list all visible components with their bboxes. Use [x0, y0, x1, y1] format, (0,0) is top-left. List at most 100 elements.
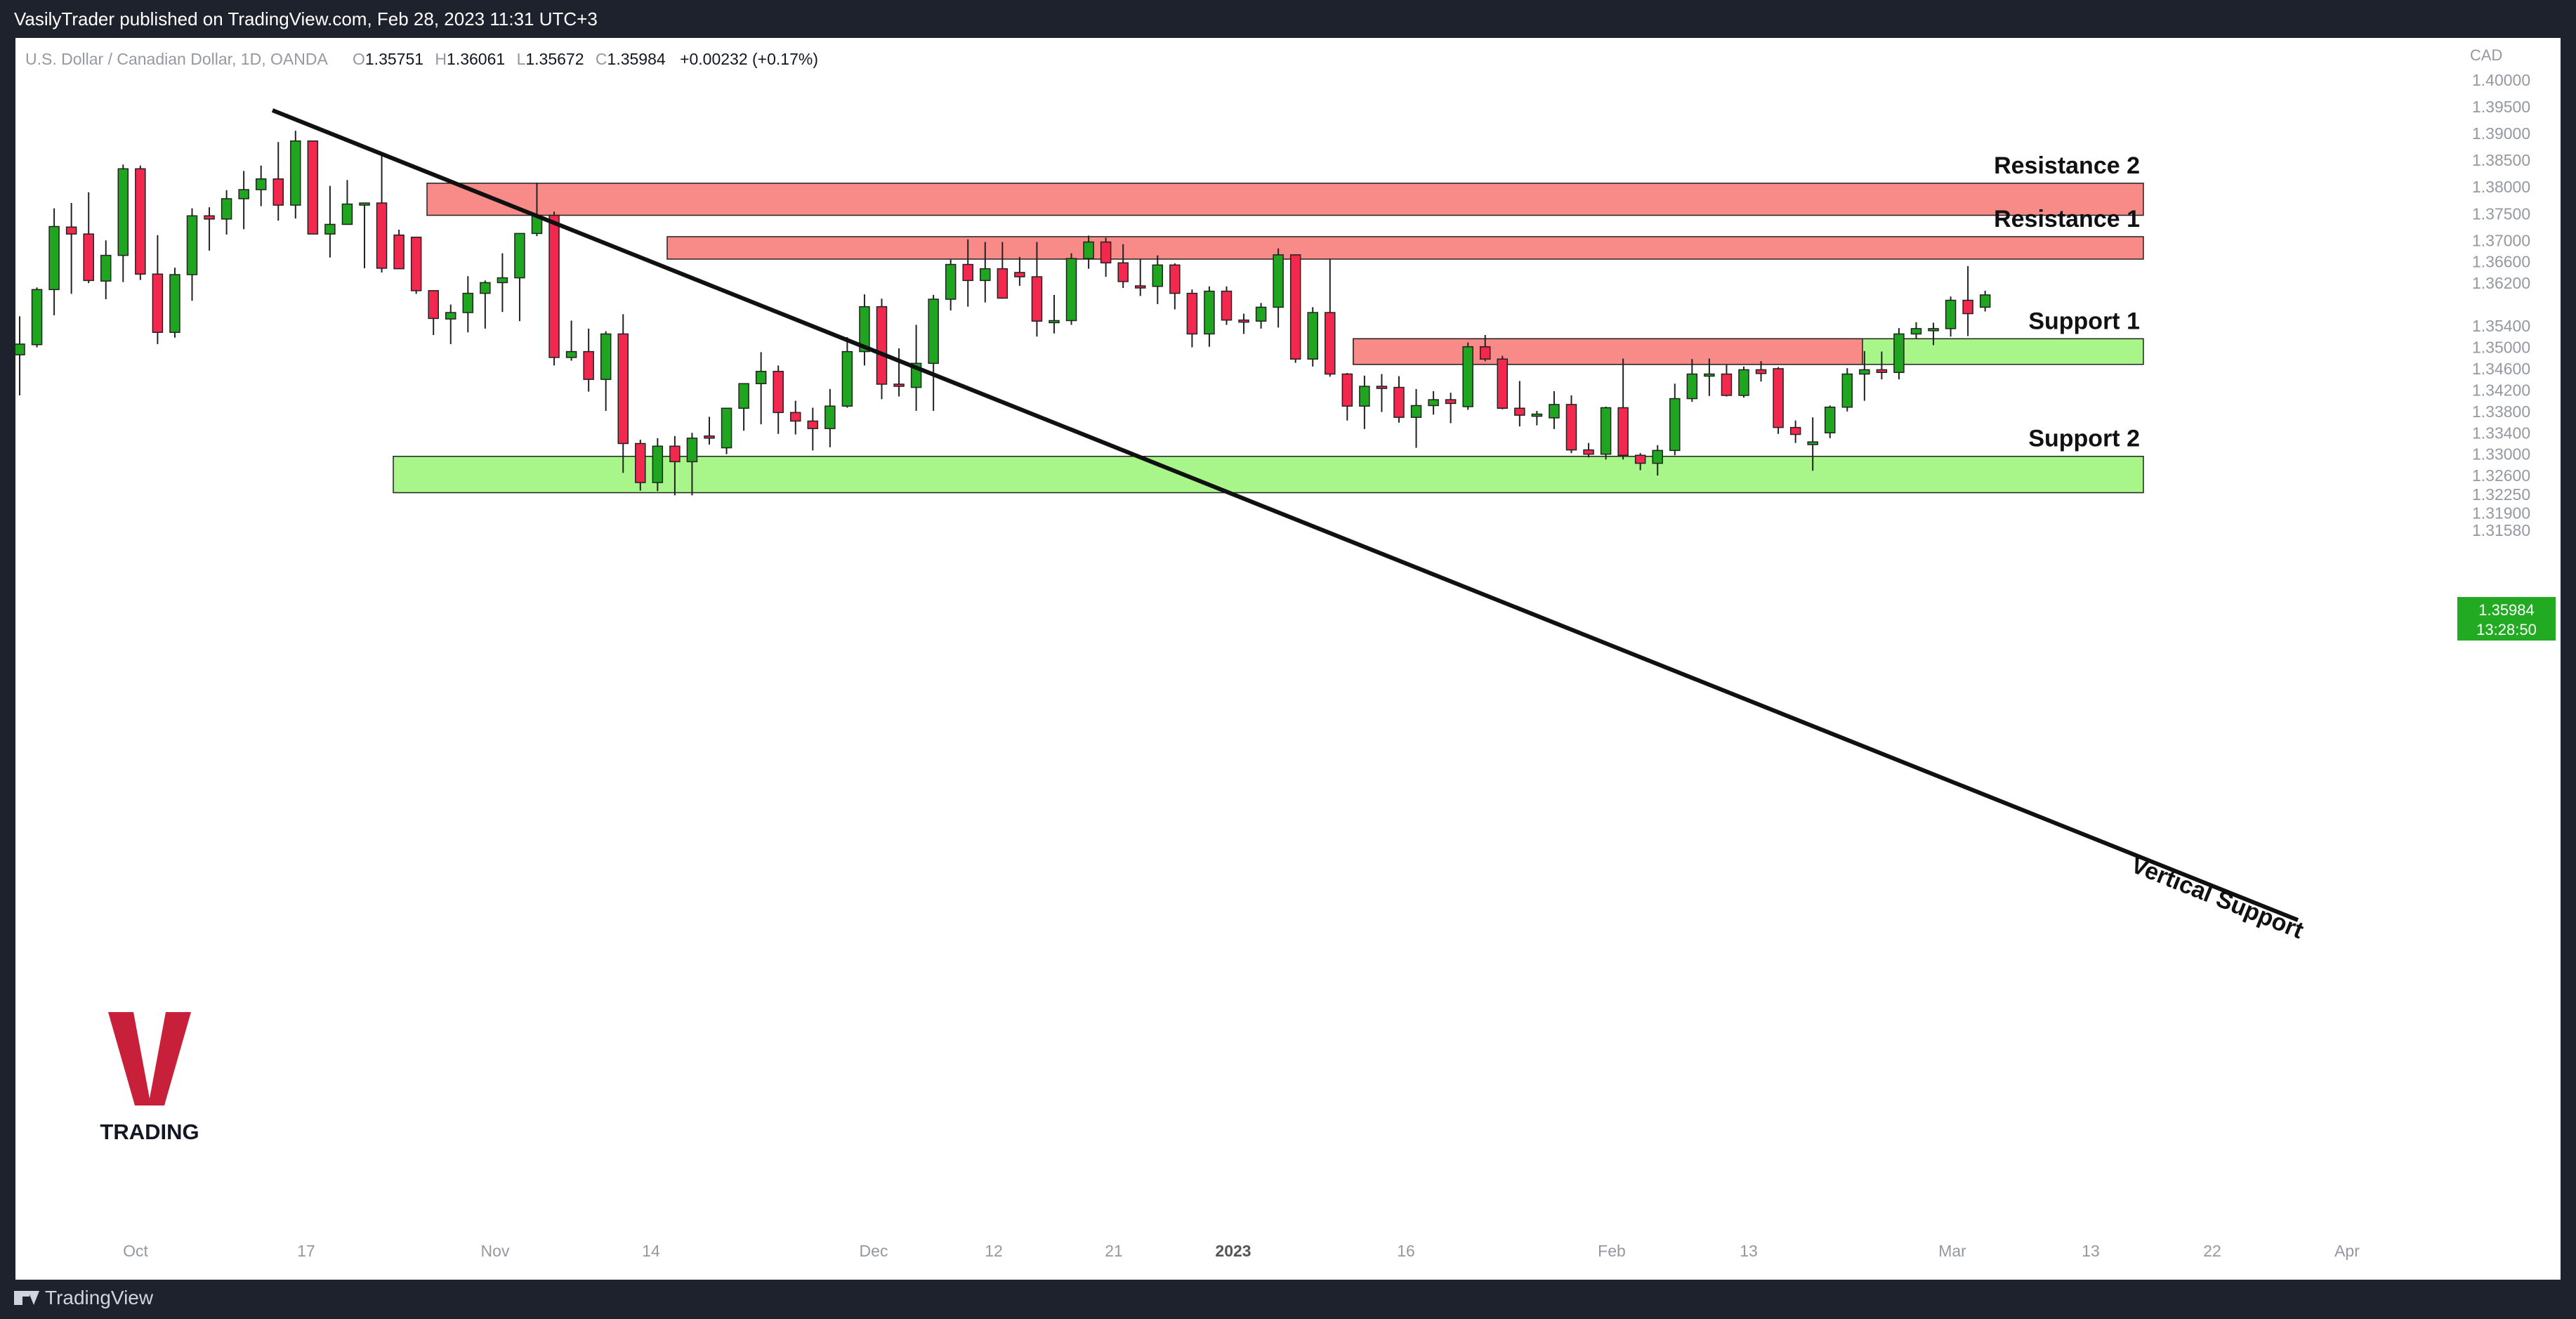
candle: [238, 171, 249, 230]
candle: [565, 320, 577, 361]
candle-body: [359, 202, 370, 206]
candle-body: [1428, 399, 1439, 407]
candle: [480, 280, 491, 329]
y-tick-label: 1.33000: [2472, 445, 2530, 464]
y-tick-label: 1.37500: [2472, 204, 2530, 223]
candle-body: [1979, 294, 1991, 308]
candle-body: [997, 268, 1008, 299]
candle: [83, 192, 94, 284]
candle-body: [290, 140, 301, 206]
footer-bar: TradingView: [0, 1280, 2576, 1319]
candle-body: [600, 333, 612, 380]
candle: [204, 207, 215, 251]
y-tick-label: 1.33800: [2472, 402, 2530, 421]
y-tick-label: 1.39000: [2472, 124, 2530, 143]
candle: [1307, 307, 1318, 367]
candle: [290, 131, 301, 219]
legend-o-label: O: [353, 50, 365, 68]
candle-body: [773, 370, 784, 414]
tradingview-brand[interactable]: TradingView: [14, 1287, 153, 1309]
candle-body: [48, 225, 60, 291]
candle: [1221, 286, 1233, 325]
candle: [462, 276, 474, 333]
candle-body: [1859, 369, 1870, 375]
candle: [962, 239, 973, 307]
trendline-label: Vertical Support: [2127, 851, 2307, 944]
candles-layer: [14, 131, 1991, 496]
candle-body: [1738, 369, 1749, 396]
axis-currency: CAD: [2470, 46, 2502, 64]
legend-c: 1.35984: [607, 50, 666, 68]
candle-body: [100, 254, 112, 282]
candle-body: [1789, 426, 1801, 435]
zone-label-support-1: Support 1: [2028, 308, 2140, 334]
candle-body: [31, 289, 43, 346]
candle-body: [721, 407, 732, 449]
candle-body: [1634, 454, 1646, 464]
candle: [841, 337, 853, 408]
candle-body: [1825, 406, 1836, 434]
candle: [1549, 391, 1560, 429]
x-tick-label: 22: [2203, 1242, 2221, 1260]
y-tick-label: 1.34600: [2472, 360, 2530, 378]
candle: [1910, 322, 1922, 339]
logo-v: [108, 1012, 191, 1105]
candle: [859, 294, 870, 366]
x-tick-label: 17: [297, 1242, 315, 1260]
chart-area[interactable]: Vertical Support Resistance 2 Resistance …: [14, 38, 2561, 1280]
x-tick-label: Mar: [1938, 1242, 1966, 1260]
candle-body: [497, 277, 508, 284]
candle-body: [1497, 358, 1509, 409]
candle: [1789, 420, 1801, 443]
brand-name: TradingView: [45, 1287, 154, 1308]
candle: [876, 298, 888, 400]
x-tick-label: Nov: [481, 1242, 510, 1260]
candle-body: [1014, 272, 1025, 277]
candle: [393, 230, 405, 270]
candle-body: [548, 214, 560, 358]
candle: [1686, 359, 1698, 402]
candle-body: [876, 306, 888, 385]
zone-label-resistance-1: Resistance 1: [1994, 206, 2140, 232]
legend-h: 1.36061: [447, 50, 505, 68]
candle-body: [169, 274, 180, 333]
candlestick-chart[interactable]: Vertical Support Resistance 2Resistance …: [14, 38, 2561, 1280]
candle: [135, 165, 146, 280]
candle-body: [1704, 373, 1715, 377]
candle: [1652, 445, 1663, 476]
candle-body: [1549, 404, 1560, 419]
candle-body: [1514, 407, 1525, 416]
candle: [1169, 263, 1181, 310]
candle-body: [1531, 413, 1543, 417]
candle-body: [1255, 306, 1267, 322]
candle: [548, 211, 560, 366]
candle: [1065, 253, 1077, 325]
candle: [221, 190, 232, 235]
candle: [1359, 375, 1370, 429]
candle-body: [635, 442, 646, 483]
candle: [1049, 294, 1060, 334]
candle-body: [1186, 292, 1198, 335]
candle: [1721, 365, 1733, 397]
candle: [686, 433, 698, 496]
candle: [635, 440, 646, 491]
y-tick-label: 1.31900: [2472, 504, 2530, 522]
candle: [1600, 406, 1612, 460]
y-tick-label: 1.32600: [2472, 466, 2530, 485]
candle-body: [1945, 299, 1957, 329]
candle: [514, 232, 525, 322]
candle-body: [186, 215, 198, 275]
axis-ticks: 1.40000 1.39500 1.39000 1.38500 1.38000 1.375…: [123, 71, 2530, 1260]
candle: [65, 203, 77, 294]
publish-info: VasilyTrader published on TradingView.co…: [14, 8, 598, 29]
x-tick-label: 13: [1740, 1242, 1758, 1260]
candle: [1117, 244, 1129, 289]
candle-body: [1773, 368, 1784, 428]
candle-body: [255, 178, 267, 190]
candle-body: [152, 273, 164, 333]
candle: [773, 365, 784, 434]
candle: [652, 438, 664, 492]
candle-body: [376, 202, 388, 269]
candle-body: [807, 420, 819, 429]
candle-body: [1755, 369, 1767, 374]
